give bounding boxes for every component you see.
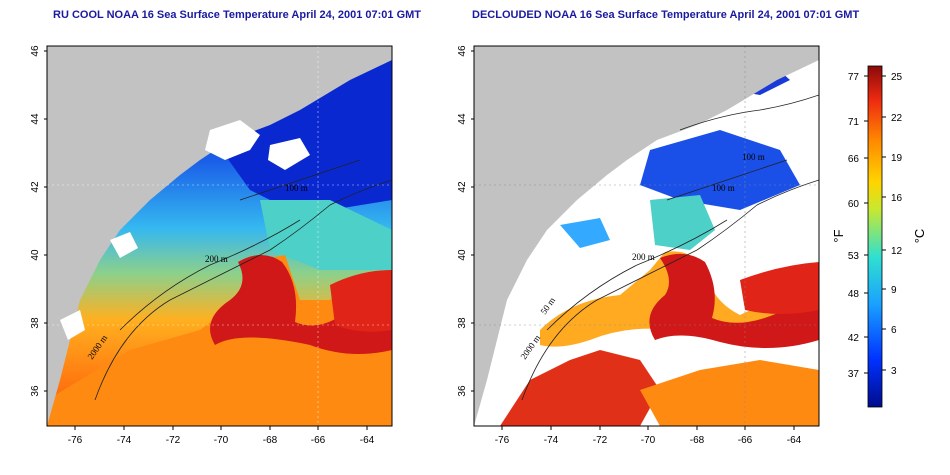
- f-tick-60: 60: [848, 199, 860, 210]
- left-contour-label-100: 100 m: [285, 183, 308, 193]
- c-tick-6: 6: [891, 325, 897, 336]
- left-slope-water: [260, 200, 392, 270]
- right-lat-tick-44: 44: [457, 113, 468, 125]
- right-graticule: [474, 46, 819, 426]
- right-contour-label-100a: 100 m: [742, 152, 765, 162]
- c-tick-12: 12: [891, 246, 903, 257]
- left-lon-axis: -76 -74 -72 -70 -68 -66 -64: [68, 426, 375, 446]
- colorbar-gradient: [867, 65, 883, 408]
- left-graticule: [47, 46, 392, 426]
- left-lon-tick-70: -70: [214, 435, 229, 446]
- fahrenheit-scale: 37 42 48 53 60 66 71 77 °F: [831, 72, 868, 380]
- left-lon-tick-64: -64: [360, 435, 375, 446]
- right-south-warm-2: [640, 360, 819, 426]
- left-gulf-stream-core: [210, 255, 392, 354]
- c-tick-19: 19: [891, 153, 903, 164]
- right-lon-axis: -76 -74 -72 -70 -68 -66 -64: [495, 426, 802, 446]
- left-lat-tick-40: 40: [30, 249, 41, 261]
- left-cloud-3: [110, 232, 138, 258]
- right-lon-tick-74: -74: [544, 435, 559, 446]
- c-tick-25: 25: [891, 72, 903, 83]
- f-tick-53: 53: [848, 251, 860, 262]
- right-lon-tick-76: -76: [495, 435, 510, 446]
- f-tick-66: 66: [848, 154, 860, 165]
- right-warm-ring: [740, 262, 819, 314]
- panel-left-title: RU COOL NOAA 16 Sea Surface Temperature …: [53, 9, 422, 21]
- right-lon-tick-64: -64: [787, 435, 802, 446]
- left-lat-tick-46: 46: [30, 45, 41, 57]
- f-tick-37: 37: [848, 369, 860, 380]
- f-tick-77: 77: [848, 72, 860, 83]
- left-lat-axis: 36 38 40 42 44 46: [30, 45, 47, 397]
- left-lon-tick-68: -68: [263, 435, 278, 446]
- left-cold-water: [200, 60, 392, 215]
- right-contour-label-100b: 100 m: [712, 183, 735, 193]
- left-lon-tick-66: -66: [311, 435, 326, 446]
- right-lat-axis: 36 38 40 42 44 46: [457, 45, 474, 397]
- left-map-area: 100 m 200 m 2000 m: [47, 46, 392, 426]
- right-lon-tick-66: -66: [738, 435, 753, 446]
- right-map-frame: [473, 45, 820, 427]
- right-map-area: 100 m 100 m 200 m 50 m 2000 m: [474, 46, 819, 426]
- left-contour-2000: [94, 179, 392, 401]
- f-tick-71: 71: [848, 117, 860, 128]
- right-cold-patch-2: [560, 218, 610, 248]
- left-contour-200: [119, 219, 301, 331]
- c-tick-3: 3: [891, 366, 897, 377]
- right-contour-label-200: 200 m: [632, 252, 655, 262]
- c-tick-16: 16: [891, 193, 903, 204]
- left-land: [47, 46, 392, 426]
- right-lat-tick-42: 42: [457, 181, 468, 193]
- c-tick-9: 9: [891, 285, 897, 296]
- right-lat-tick-40: 40: [457, 249, 468, 261]
- f-tick-42: 42: [848, 333, 860, 344]
- right-lat-tick-38: 38: [457, 317, 468, 329]
- right-cold-water: [640, 130, 800, 210]
- right-contour-100-north: [679, 94, 819, 131]
- celsius-scale: 3 6 9 12 16 19 22 25 °C: [882, 72, 927, 377]
- left-lat-tick-38: 38: [30, 317, 41, 329]
- right-contour-2000: [521, 179, 819, 401]
- right-lat-tick-36: 36: [457, 385, 468, 397]
- panel-right-title: DECLOUDED NOAA 16 Sea Surface Temperatur…: [472, 9, 860, 21]
- left-lon-tick-72: -72: [166, 435, 181, 446]
- right-lat-tick-46: 46: [457, 45, 468, 57]
- right-contour-200: [546, 219, 728, 331]
- right-island: [727, 68, 772, 86]
- left-contour-100: [239, 159, 361, 201]
- left-island: [300, 68, 345, 86]
- left-lon-tick-74: -74: [117, 435, 132, 446]
- right-south-warm: [500, 350, 660, 426]
- left-lat-tick-44: 44: [30, 113, 41, 125]
- left-lat-tick-36: 36: [30, 385, 41, 397]
- colorbar: 37 42 48 53 60 66 71 77 °F 3 6 9 12 16 1…: [831, 65, 927, 408]
- left-cloud-1: [205, 120, 260, 160]
- fahrenheit-label: °F: [831, 229, 846, 242]
- right-lon-tick-72: -72: [593, 435, 608, 446]
- right-land: [474, 46, 819, 426]
- f-tick-48: 48: [848, 289, 860, 300]
- right-lon-tick-68: -68: [690, 435, 705, 446]
- right-gulf-stream-core: [649, 253, 819, 349]
- celsius-label: °C: [912, 229, 927, 244]
- left-lat-tick-42: 42: [30, 181, 41, 193]
- left-lon-tick-76: -76: [68, 435, 83, 446]
- left-warm-ring: [330, 270, 392, 332]
- left-cloud-2: [268, 138, 310, 170]
- left-map-frame: [46, 45, 393, 427]
- c-tick-22: 22: [891, 113, 903, 124]
- left-contour-label-200: 200 m: [205, 254, 228, 264]
- right-contour-100: [666, 159, 788, 201]
- right-lon-tick-70: -70: [641, 435, 656, 446]
